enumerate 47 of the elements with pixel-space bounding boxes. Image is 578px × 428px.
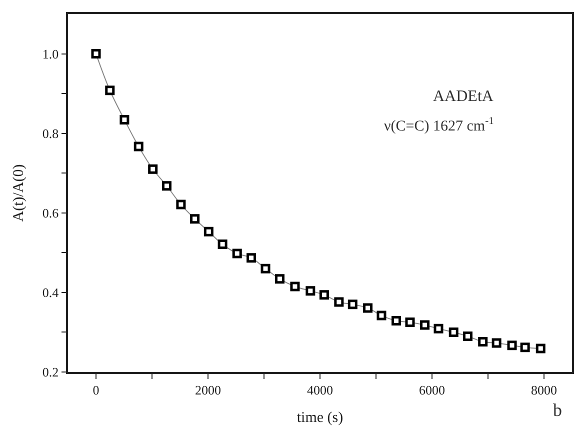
point — [176, 200, 186, 210]
point — [376, 310, 386, 320]
annotation: ν(C=C) 1627 cm$^{-1}$ — [384, 116, 494, 134]
point — [232, 248, 242, 258]
point — [492, 338, 502, 348]
y-tick-label: 0.6 — [42, 205, 60, 220]
y-axis-title: A(t)/A(0) — [11, 164, 28, 222]
x-tick-label: 6000 — [419, 382, 445, 398]
point — [434, 324, 444, 334]
point — [363, 303, 373, 313]
annotation: AADEtA — [433, 88, 494, 105]
text: b — [553, 400, 562, 420]
point — [134, 142, 144, 152]
point — [120, 115, 130, 125]
x-tick-label: 2000 — [195, 382, 221, 398]
point — [405, 318, 415, 328]
point — [260, 264, 270, 274]
point — [162, 181, 172, 191]
y-tick-label: 1.0 — [42, 46, 59, 62]
point — [392, 316, 402, 326]
point — [91, 49, 101, 59]
x-tick-label: 8000 — [531, 382, 557, 398]
point — [420, 320, 430, 330]
x-tick-label: 0 — [92, 382, 100, 398]
point — [148, 164, 158, 174]
y-tick-label: 0.4 — [42, 284, 60, 300]
point — [334, 297, 344, 307]
point — [306, 286, 316, 296]
point — [507, 340, 517, 350]
point — [319, 290, 329, 300]
point — [246, 253, 256, 263]
point — [274, 274, 284, 284]
point — [520, 342, 530, 352]
y-tick-label: 0.8 — [42, 126, 59, 141]
point — [290, 282, 300, 292]
y-tick-label: 0.2 — [42, 364, 59, 380]
point — [105, 86, 115, 96]
point — [448, 327, 458, 337]
point — [218, 240, 228, 250]
point — [204, 226, 214, 236]
x-axis-title: time (s) — [296, 410, 344, 426]
point — [348, 300, 358, 310]
point — [478, 337, 488, 347]
x-tick-label: 4000 — [307, 382, 333, 398]
point — [462, 331, 472, 341]
point — [190, 214, 200, 224]
point — [536, 344, 546, 354]
